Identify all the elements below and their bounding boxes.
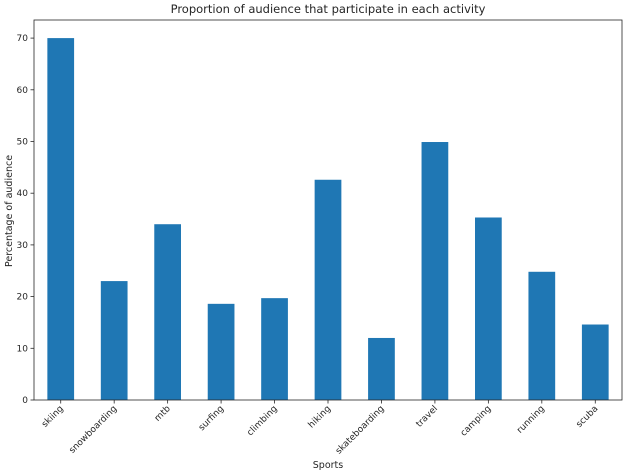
y-tick-label: 70: [17, 34, 29, 44]
y-tick-label: 30: [17, 241, 29, 251]
bar-running: [528, 271, 556, 400]
y-tick-label: 0: [22, 396, 28, 406]
y-tick-label: 40: [17, 189, 29, 199]
y-tick-label: 20: [17, 293, 29, 303]
x-tick-label-skateboarding: skateboarding: [334, 404, 386, 456]
x-axis-label: Sports: [313, 460, 344, 471]
bar-skateboarding: [368, 337, 395, 400]
y-tick-label: 10: [17, 344, 29, 354]
x-tick-label-travel: travel: [414, 404, 440, 430]
bar-surfing: [207, 303, 235, 400]
x-tick-label-snowboarding: snowboarding: [68, 404, 120, 456]
y-tick-label: 60: [17, 86, 29, 96]
x-tick-label-scuba: scuba: [575, 404, 601, 430]
y-axis-label: Percentage of audience: [4, 155, 15, 267]
bar-skiing: [47, 38, 75, 400]
x-tick-label-hiking: hiking: [307, 404, 333, 430]
y-tick-label: 50: [17, 137, 29, 147]
bar-travel: [421, 142, 449, 400]
x-tick-label-surfing: surfing: [197, 404, 226, 433]
bar-scuba: [581, 324, 609, 400]
chart-title: Proportion of audience that participate …: [171, 2, 486, 16]
bar-mtb: [154, 224, 181, 400]
x-tick-label-skiing: skiing: [40, 404, 66, 430]
x-tick-label-mtb: mtb: [153, 404, 173, 424]
plot-area: 0 10 20 30 40 50 60 70 skiing snowboarding mtb surf…: [17, 19, 623, 457]
bar-camping: [475, 217, 502, 400]
bar-climbing: [261, 298, 288, 400]
bar-hiking: [314, 179, 342, 400]
x-tick-label-running: running: [515, 404, 547, 436]
bar-snowboarding: [100, 281, 128, 400]
x-tick-label-climbing: climbing: [245, 404, 279, 438]
x-tick-label-camping: camping: [459, 404, 494, 439]
